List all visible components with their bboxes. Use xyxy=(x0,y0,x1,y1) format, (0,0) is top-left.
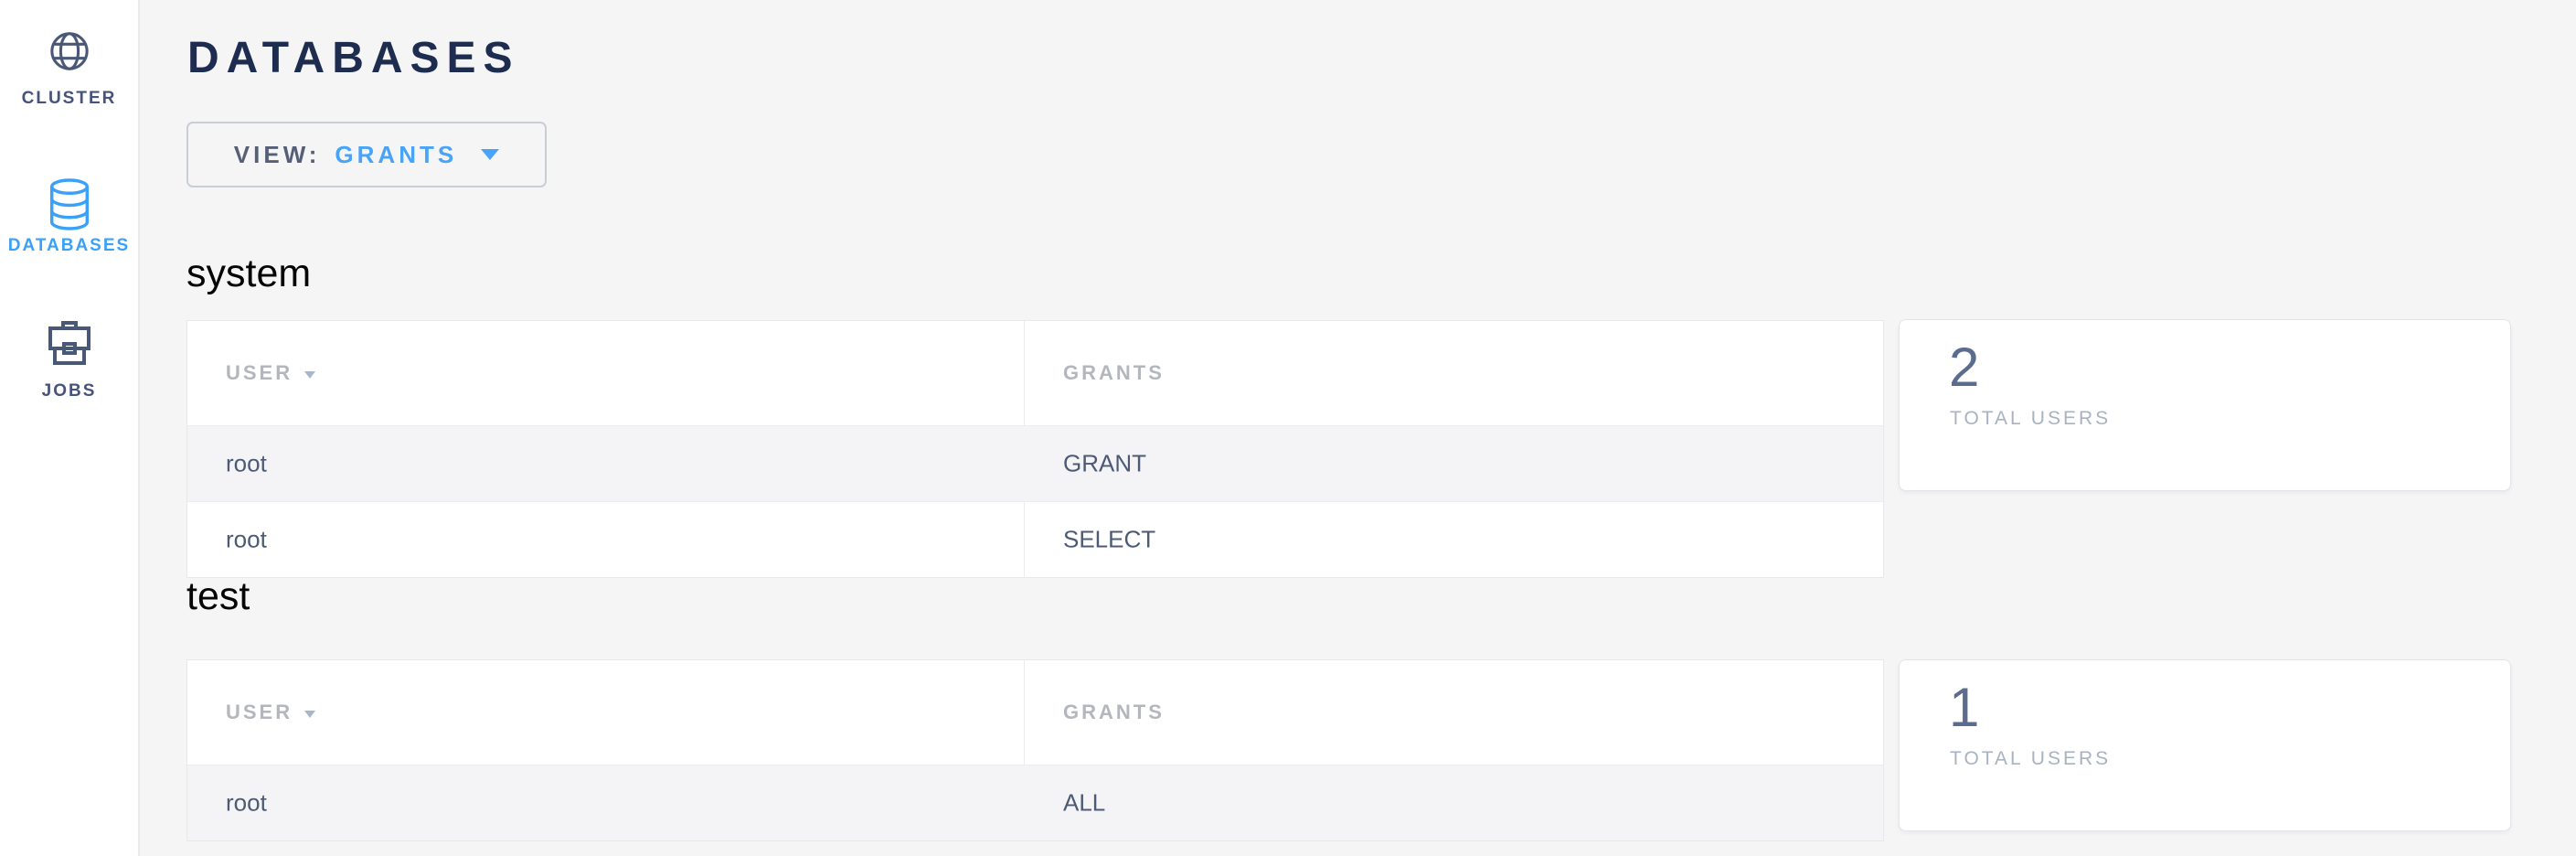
sidebar: CLUSTER DATABASES JOBS xyxy=(0,0,140,856)
total-users-card-test: 1 TOTAL USERS xyxy=(1899,659,2511,831)
column-header-grants[interactable]: GRANTS xyxy=(1063,701,1165,723)
table-row[interactable]: root GRANT xyxy=(187,425,1883,501)
table-header-row: USER GRANTS xyxy=(187,660,1883,765)
total-users-card-system: 2 TOTAL USERS xyxy=(1899,319,2511,491)
caret-down-icon xyxy=(481,149,500,160)
sidebar-item-label: DATABASES xyxy=(7,236,131,255)
cell-user: root xyxy=(226,525,267,553)
table-header-row: USER GRANTS xyxy=(187,321,1883,425)
total-users-label: TOTAL USERS xyxy=(1950,748,2112,769)
caret-down-icon xyxy=(304,710,316,718)
cell-user: root xyxy=(226,449,267,477)
column-header-label: USER xyxy=(226,361,293,384)
view-label: VIEW: xyxy=(233,140,321,168)
total-users-label: TOTAL USERS xyxy=(1950,408,2112,429)
grants-table-test: USER GRANTS root ALL xyxy=(186,659,1884,841)
section-heading-system: system xyxy=(186,251,312,295)
page-title: DATABASES xyxy=(187,34,520,82)
sidebar-item-databases[interactable]: DATABASES xyxy=(0,178,138,256)
section-heading-test: test xyxy=(186,574,250,618)
column-header-label: USER xyxy=(226,701,293,723)
total-users-count: 1 xyxy=(1949,677,1980,738)
total-users-count: 2 xyxy=(1949,337,1980,398)
column-header-user[interactable]: USER xyxy=(226,701,316,724)
database-icon xyxy=(49,178,89,230)
sidebar-item-jobs[interactable]: JOBS xyxy=(0,319,138,401)
briefcase-icon xyxy=(48,321,90,365)
sidebar-item-label: CLUSTER xyxy=(21,89,117,108)
cell-user: root xyxy=(226,788,267,817)
cell-grants: ALL xyxy=(1063,788,1106,817)
view-value: GRANTS xyxy=(335,140,458,168)
caret-down-icon xyxy=(304,370,316,379)
globe-icon xyxy=(49,32,89,70)
table-row[interactable]: root SELECT xyxy=(187,501,1883,577)
grants-table-system: USER GRANTS root GRANT root SELECT xyxy=(186,320,1884,578)
column-divider xyxy=(1024,660,1025,840)
cell-grants: GRANT xyxy=(1063,449,1146,477)
table-row[interactable]: root ALL xyxy=(187,765,1883,840)
column-header-user[interactable]: USER xyxy=(226,361,316,385)
sidebar-item-cluster[interactable]: CLUSTER xyxy=(0,30,138,109)
cell-grants: SELECT xyxy=(1063,525,1156,553)
column-header-grants[interactable]: GRANTS xyxy=(1063,361,1165,384)
sidebar-item-label: JOBS xyxy=(41,381,97,401)
view-selector-dropdown[interactable]: VIEW: GRANTS xyxy=(186,122,547,187)
